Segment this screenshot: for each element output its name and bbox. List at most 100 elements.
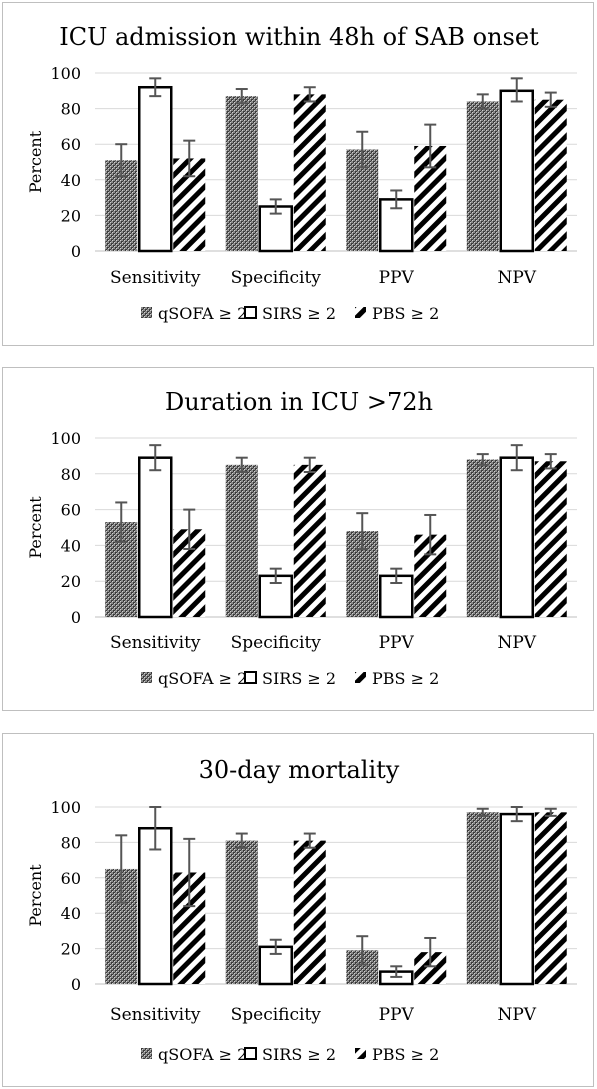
error-bar-sirs-2-ppv <box>390 567 403 584</box>
bar-qsofa-2-specificity <box>225 840 258 984</box>
category-label-npv: NPV <box>497 1005 536 1025</box>
error-bar-qsofa-2-ppv <box>356 130 369 169</box>
bar-pbs-2-npv <box>534 461 567 617</box>
legend-swatch-qsofa-2 <box>141 672 152 683</box>
y-axis-label: Percent <box>26 130 45 193</box>
chart-panel-30-day-mortality: 30-day mortality 0 20 40 60 80 100 Percent Sensi… <box>2 733 594 1087</box>
error-bar-sirs-2-npv <box>510 77 523 103</box>
legend-swatch-pbs-2 <box>355 1048 366 1059</box>
bar-qsofa-2-npv <box>466 459 499 617</box>
error-bar-pbs-2-specificity <box>303 86 316 103</box>
y-tick-label-0: 0 <box>71 242 81 261</box>
y-tick-label-60: 60 <box>61 501 81 520</box>
category-label-specificity: Specificity <box>231 1005 322 1025</box>
legend-label-qsofa-2: qSOFA ≥ 2 <box>158 669 247 688</box>
error-bar-qsofa-2-ppv <box>356 935 369 966</box>
bar-sirs-2-npv <box>499 456 534 619</box>
chart-svg-icu-duration: Duration in ICU >72h 0 20 40 60 80 100 Percent S… <box>26 388 577 688</box>
error-bar-pbs-2-npv <box>544 91 557 108</box>
error-bar-qsofa-2-ppv <box>356 512 369 550</box>
error-bar-sirs-2-npv <box>510 444 523 472</box>
chart-panel-icu-duration: Duration in ICU >72h 0 20 40 60 80 100 Percent S… <box>2 367 594 711</box>
bar-sirs-2-sensitivity <box>138 85 173 253</box>
chart-title-duration-in-icu-72h: Duration in ICU >72h <box>165 388 433 416</box>
bar-pbs-2-npv <box>534 99 567 251</box>
category-label-ppv: PPV <box>379 1005 415 1025</box>
chart-svg-30-day-mortality: 30-day mortality 0 20 40 60 80 100 Percent Sensi… <box>26 756 577 1064</box>
y-tick-label-40: 40 <box>61 904 81 923</box>
bar-sirs-2-ppv <box>379 198 414 253</box>
chart-title-icu-admission-within-48h-of-sab-onset: ICU admission within 48h of SAB onset <box>59 23 539 51</box>
legend-label-pbs-2: PBS ≥ 2 <box>372 304 439 323</box>
legend-label-sirs-2: SIRS ≥ 2 <box>262 669 336 688</box>
y-tick-label-100: 100 <box>50 64 81 83</box>
bar-sirs-2-sensitivity <box>138 456 173 619</box>
bar-sirs-2-npv <box>499 812 534 986</box>
y-axis-label: Percent <box>26 496 45 559</box>
category-label-sensitivity: Sensitivity <box>110 633 201 653</box>
error-bar-pbs-2-specificity <box>303 832 316 849</box>
chart-panel-icu-admission: ICU admission within 48h of SAB onset 0 20… <box>2 2 594 346</box>
legend-swatch-qsofa-2 <box>141 1048 152 1059</box>
category-label-sensitivity: Sensitivity <box>110 1005 201 1025</box>
y-tick-label-0: 0 <box>71 608 81 627</box>
error-bar-sirs-2-ppv <box>390 189 403 210</box>
legend-swatch-pbs-2 <box>355 672 366 683</box>
y-tick-label-60: 60 <box>61 135 81 154</box>
bar-sirs-2-sensitivity <box>138 826 173 986</box>
error-bar-qsofa-2-npv <box>476 453 489 466</box>
category-label-npv: NPV <box>497 633 536 653</box>
y-tick-label-100: 100 <box>50 798 81 817</box>
legend-label-pbs-2: PBS ≥ 2 <box>372 669 439 688</box>
category-label-specificity: Specificity <box>231 633 322 653</box>
y-tick-label-40: 40 <box>61 171 81 190</box>
error-bar-pbs-2-specificity <box>303 456 316 474</box>
error-bar-sirs-2-sensitivity <box>149 77 162 98</box>
error-bar-pbs-2-ppv <box>424 513 437 556</box>
bar-qsofa-2-npv <box>466 812 499 984</box>
category-label-ppv: PPV <box>379 633 415 653</box>
error-bar-pbs-2-ppv <box>424 936 437 968</box>
chart-svg-icu-admission: ICU admission within 48h of SAB onset 0 20… <box>26 23 577 323</box>
bar-qsofa-2-specificity <box>225 464 258 617</box>
y-tick-label-20: 20 <box>61 206 81 225</box>
error-bar-qsofa-2-sensitivity <box>115 143 128 178</box>
bar-pbs-2-specificity <box>293 464 326 617</box>
error-bar-sirs-2-specificity <box>269 567 282 584</box>
legend-swatch-sirs-2 <box>244 1047 257 1060</box>
error-bar-qsofa-2-specificity <box>235 456 248 474</box>
error-bar-pbs-2-ppv <box>424 123 437 169</box>
legend-swatch-pbs-2 <box>355 307 366 318</box>
bar-pbs-2-specificity <box>293 94 326 251</box>
legend-swatch-qsofa-2 <box>141 307 152 318</box>
legend-label-sirs-2: SIRS ≥ 2 <box>262 1045 336 1064</box>
error-bar-sirs-2-specificity <box>269 198 282 215</box>
category-label-ppv: PPV <box>379 268 415 288</box>
category-label-sensitivity: Sensitivity <box>110 268 201 288</box>
y-tick-label-80: 80 <box>61 100 81 119</box>
y-axis-label: Percent <box>26 864 45 927</box>
category-label-npv: NPV <box>497 268 536 288</box>
category-label-specificity: Specificity <box>231 268 322 288</box>
error-bar-qsofa-2-npv <box>476 93 489 110</box>
chart-title-30-day-mortality: 30-day mortality <box>199 756 400 784</box>
legend-swatch-sirs-2 <box>244 306 257 319</box>
bar-qsofa-2-specificity <box>225 96 258 251</box>
y-tick-label-80: 80 <box>61 465 81 484</box>
error-bar-qsofa-2-sensitivity <box>115 501 128 543</box>
error-bar-pbs-2-sensitivity <box>183 508 196 550</box>
legend-swatch-sirs-2 <box>244 671 257 684</box>
y-tick-label-80: 80 <box>61 833 81 852</box>
y-tick-label-100: 100 <box>50 429 81 448</box>
legend-label-qsofa-2: qSOFA ≥ 2 <box>158 1045 247 1064</box>
legend-label-qsofa-2: qSOFA ≥ 2 <box>158 304 247 323</box>
error-bar-qsofa-2-npv <box>476 807 489 817</box>
error-bar-pbs-2-npv <box>544 453 557 470</box>
error-bar-sirs-2-specificity <box>269 938 282 955</box>
error-bar-sirs-2-sensitivity <box>149 444 162 472</box>
bar-qsofa-2-npv <box>466 101 499 251</box>
error-bar-pbs-2-sensitivity <box>183 837 196 908</box>
error-bar-qsofa-2-specificity <box>235 832 248 849</box>
legend-label-sirs-2: SIRS ≥ 2 <box>262 304 336 323</box>
y-tick-label-40: 40 <box>61 536 81 555</box>
